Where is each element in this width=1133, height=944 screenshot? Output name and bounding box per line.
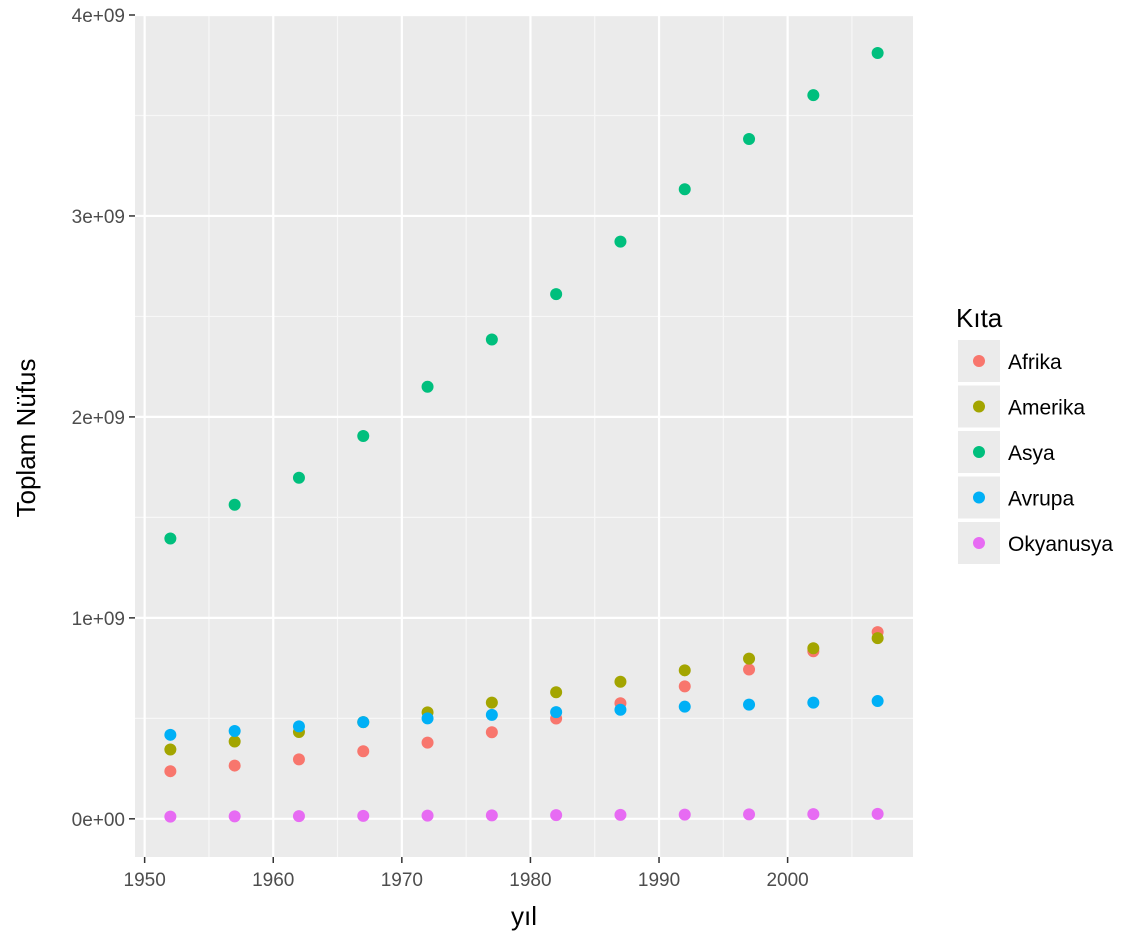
legend-label-avrupa: Avrupa [1008, 488, 1074, 511]
point-amerika [743, 652, 756, 665]
point-asya [485, 333, 498, 346]
point-okyanusya [421, 809, 434, 822]
point-okyanusya [678, 808, 691, 821]
legend-swatch-afrika [973, 355, 985, 367]
axes: 1950 1960 1970 1980 1990 2000 0e+00 1e+09 2e+09 3… [72, 6, 809, 891]
point-okyanusya [164, 810, 177, 823]
point-avrupa [292, 720, 305, 733]
x-tick-label: 1990 [638, 870, 680, 891]
point-afrika [743, 663, 756, 676]
point-amerika [164, 743, 177, 756]
point-avrupa [614, 703, 627, 716]
x-tick-label: 2000 [766, 870, 808, 891]
point-afrika [678, 680, 691, 693]
point-amerika [871, 632, 884, 645]
point-amerika [807, 642, 820, 655]
point-amerika [614, 675, 627, 688]
point-afrika [228, 759, 241, 772]
legend-swatch-okyanusya [973, 537, 985, 549]
y-tick-label: 1e+09 [72, 609, 125, 630]
point-okyanusya [550, 809, 563, 822]
y-axis-title: Toplam Nüfus [11, 359, 41, 518]
point-asya [357, 430, 370, 442]
minor-gridlines [135, 15, 913, 857]
point-avrupa [228, 725, 241, 738]
point-okyanusya [357, 809, 370, 822]
x-tick-label: 1970 [381, 870, 423, 891]
x-tick-label: 1950 [124, 870, 166, 891]
point-asya [550, 288, 563, 301]
point-asya [292, 471, 305, 484]
plot-panel [135, 15, 913, 857]
legend-title: Kıta [956, 303, 1003, 333]
legend-swatch-amerika [973, 400, 985, 413]
point-asya [678, 183, 691, 196]
point-amerika [485, 696, 498, 709]
point-amerika [228, 735, 241, 748]
point-avrupa [550, 706, 563, 719]
x-tick-label: 1960 [252, 870, 294, 891]
y-tick-label: 0e+00 [72, 810, 125, 831]
point-avrupa [357, 716, 370, 729]
point-okyanusya [743, 808, 756, 821]
point-okyanusya [807, 808, 820, 821]
point-okyanusya [485, 809, 498, 822]
legend-label-afrika: Afrika [1008, 351, 1062, 374]
major-gridlines [135, 13, 913, 857]
point-avrupa [743, 698, 756, 711]
point-avrupa [871, 695, 884, 708]
point-asya [164, 532, 177, 545]
point-asya [421, 380, 434, 393]
x-axis-title: yıl [511, 901, 537, 931]
point-afrika [357, 745, 370, 758]
legend-label-asya: Asya [1008, 442, 1055, 465]
legend-label-amerika: Amerika [1008, 397, 1085, 420]
point-asya [614, 235, 627, 248]
point-asya [228, 498, 241, 511]
point-amerika [550, 686, 563, 699]
point-afrika [485, 726, 498, 739]
y-tick-label: 3e+09 [72, 207, 125, 228]
point-afrika [421, 736, 434, 749]
point-asya [871, 46, 884, 59]
legend-swatch-avrupa [973, 491, 985, 504]
point-avrupa [164, 728, 177, 741]
point-okyanusya [228, 810, 241, 823]
point-avrupa [421, 712, 434, 725]
legend: Kıta Afrika Amerika Asya Avrupa Okyanusya [956, 303, 1113, 564]
point-avrupa [485, 708, 498, 721]
point-afrika [292, 753, 305, 766]
point-amerika [678, 664, 691, 677]
point-avrupa [807, 696, 820, 709]
point-okyanusya [614, 808, 627, 821]
y-tick-label: 2e+09 [72, 408, 125, 429]
point-okyanusya [871, 807, 884, 820]
y-tick-label: 4e+09 [72, 6, 125, 27]
legend-label-okyanusya: Okyanusya [1008, 533, 1113, 556]
point-asya [807, 89, 820, 102]
x-tick-label: 1980 [509, 870, 551, 891]
point-afrika [164, 765, 177, 778]
point-avrupa [678, 700, 691, 713]
point-okyanusya [292, 810, 305, 823]
legend-swatch-asya [973, 446, 985, 458]
data-points [164, 46, 884, 823]
point-asya [743, 132, 756, 145]
